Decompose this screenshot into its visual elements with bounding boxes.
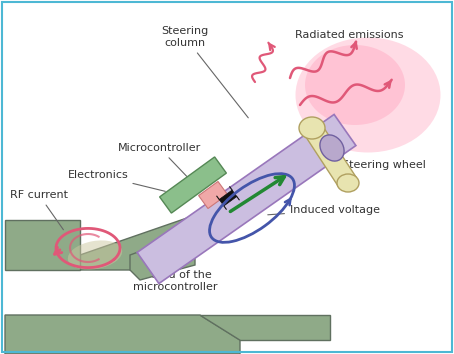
Text: Induced voltage: Induced voltage	[268, 205, 380, 215]
Text: Microcontroller: Microcontroller	[118, 143, 201, 183]
Text: Radiated emissions: Radiated emissions	[295, 30, 404, 40]
Text: RF current: RF current	[10, 190, 68, 230]
Ellipse shape	[299, 117, 325, 139]
Polygon shape	[160, 157, 227, 213]
Polygon shape	[198, 182, 227, 209]
Text: Electronics: Electronics	[68, 170, 165, 192]
Text: Steering
column: Steering column	[161, 27, 248, 118]
Polygon shape	[219, 190, 237, 206]
Polygon shape	[137, 114, 356, 284]
Text: H-field of the
microcontroller: H-field of the microcontroller	[133, 217, 228, 292]
Ellipse shape	[305, 45, 405, 125]
Polygon shape	[200, 315, 330, 340]
Polygon shape	[5, 220, 80, 270]
Ellipse shape	[296, 38, 440, 153]
Polygon shape	[304, 122, 356, 188]
Polygon shape	[5, 315, 240, 354]
Polygon shape	[130, 235, 195, 280]
Ellipse shape	[68, 240, 122, 270]
Ellipse shape	[320, 135, 344, 161]
Text: Steering wheel: Steering wheel	[333, 158, 426, 170]
Ellipse shape	[337, 174, 359, 192]
Polygon shape	[80, 210, 215, 270]
